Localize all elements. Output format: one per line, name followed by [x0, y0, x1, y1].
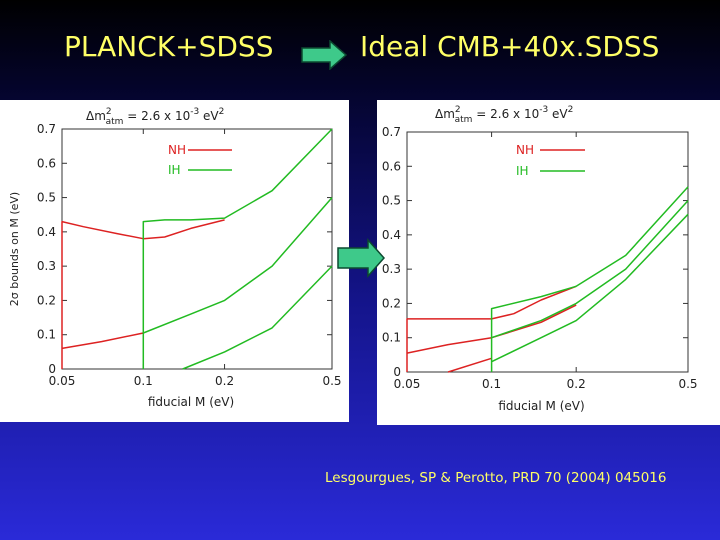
- slide-title-left: PLANCK+SDSS: [64, 30, 274, 63]
- y-tick-label: 0.7: [37, 122, 56, 136]
- series-line-ih: [490, 186, 689, 372]
- x-tick-label: 0.5: [678, 377, 697, 391]
- x-tick-label: 0.5: [322, 374, 341, 388]
- x-tick-label: 0.1: [134, 374, 153, 388]
- y-tick-label: 0.2: [382, 296, 401, 310]
- x-tick-label: 0.05: [394, 377, 421, 391]
- series-line-nh: [61, 219, 225, 369]
- plot-frame: [406, 131, 689, 373]
- legend-label-ih: IH: [516, 164, 529, 178]
- chart-panel-right: 0 0.1 0.2 0.3 0.4 0.5 0.6 0.7 0.05 0.1 0.2 0.5 fiduc…: [377, 100, 720, 425]
- series-line-nh: [447, 357, 492, 373]
- y-tick-label: 0: [393, 365, 401, 379]
- x-axis-label: fiducial M (eV): [498, 399, 584, 413]
- x-tick-label: 0.1: [482, 377, 501, 391]
- right-arrow-icon: [301, 40, 348, 70]
- x-tick-label: 0.2: [215, 374, 234, 388]
- y-tick-label: 0.5: [382, 194, 401, 208]
- chart-header: Δm2 atm = 2.6 x 10-3 eV2: [86, 107, 224, 127]
- series-line-nh: [61, 332, 144, 350]
- y-tick-label: 0.4: [37, 225, 56, 239]
- y-tick-label: 0.5: [37, 191, 56, 205]
- y-tick-label: 0.7: [382, 125, 401, 139]
- series-line-ih: [143, 197, 333, 334]
- y-tick-label: 0.3: [382, 262, 401, 276]
- y-tick-label: 0.6: [37, 156, 56, 170]
- y-tick-label: 0.6: [382, 159, 401, 173]
- chart-ideal-cmb-sdss: 0 0.1 0.2 0.3 0.4 0.5 0.6 0.7 0.05 0.1 0.2 0.5 fiduc…: [382, 105, 698, 413]
- series-line-nh: [406, 285, 577, 372]
- chart-planck-sdss: 0 0.1 0.2 0.3 0.4 0.5 0.6 0.7 0.05 0.1 0.2 0.5 fiduc…: [8, 107, 342, 409]
- y-tick-label: 0.3: [37, 259, 56, 273]
- y-tick-label: 0.1: [37, 328, 56, 342]
- y-tick-label: 0.1: [382, 331, 401, 345]
- legend-label-nh: NH: [516, 143, 534, 157]
- x-tick-label: 0.2: [567, 377, 586, 391]
- series-line-ih: [182, 265, 333, 370]
- x-axis-label: fiducial M (eV): [148, 395, 234, 409]
- series-line-ih: [491, 213, 689, 363]
- x-tick-label: 0.05: [49, 374, 76, 388]
- chart-panel-left: 0 0.1 0.2 0.3 0.4 0.5 0.6 0.7 0.05 0.1 0.2 0.5 fiduc…: [0, 100, 349, 422]
- legend-label-ih: IH: [168, 163, 181, 177]
- chart-header: Δm2 atm = 2.6 x 10-3 eV2: [435, 105, 573, 125]
- series-line-ih: [142, 128, 333, 369]
- y-tick-label: 0.4: [382, 228, 401, 242]
- citation: Lesgourgues, SP & Perotto, PRD 70 (2004)…: [325, 470, 667, 486]
- y-tick-label: 0.2: [37, 293, 56, 307]
- plot-frame: [61, 128, 333, 370]
- slide-title-right: Ideal CMB+40x.SDSS: [360, 30, 660, 63]
- y-axis-label: 2σ bounds on M (eV): [8, 192, 21, 306]
- legend-label-nh: NH: [168, 143, 186, 157]
- y-tick-label: 0: [48, 362, 56, 376]
- series-line-ih: [491, 200, 689, 339]
- right-arrow-icon: [337, 238, 386, 278]
